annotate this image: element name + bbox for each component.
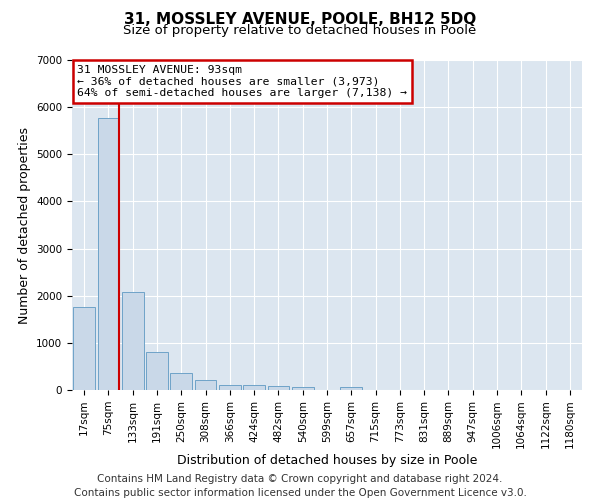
- Y-axis label: Number of detached properties: Number of detached properties: [17, 126, 31, 324]
- Text: 31 MOSSLEY AVENUE: 93sqm
← 36% of detached houses are smaller (3,973)
64% of sem: 31 MOSSLEY AVENUE: 93sqm ← 36% of detach…: [77, 65, 407, 98]
- Bar: [146, 352, 168, 390]
- Bar: [243, 386, 265, 390]
- Bar: [73, 307, 95, 390]
- Bar: [292, 388, 314, 390]
- Bar: [97, 118, 119, 390]
- Bar: [122, 292, 143, 390]
- Bar: [194, 380, 217, 390]
- Bar: [219, 385, 241, 390]
- Bar: [170, 373, 192, 390]
- X-axis label: Distribution of detached houses by size in Poole: Distribution of detached houses by size …: [177, 454, 477, 467]
- Text: 31, MOSSLEY AVENUE, POOLE, BH12 5DQ: 31, MOSSLEY AVENUE, POOLE, BH12 5DQ: [124, 12, 476, 28]
- Bar: [268, 386, 289, 390]
- Text: Contains HM Land Registry data © Crown copyright and database right 2024.
Contai: Contains HM Land Registry data © Crown c…: [74, 474, 526, 498]
- Bar: [340, 388, 362, 390]
- Text: Size of property relative to detached houses in Poole: Size of property relative to detached ho…: [124, 24, 476, 37]
